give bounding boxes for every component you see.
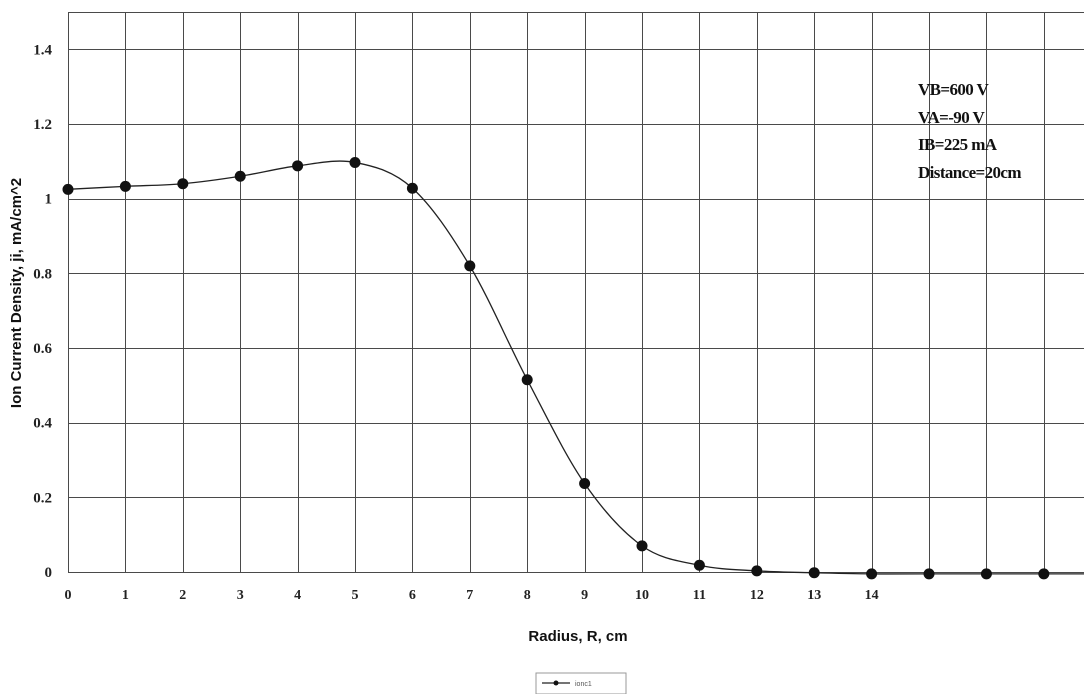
- legend: ionc1: [535, 672, 627, 694]
- legend-box: [535, 672, 627, 694]
- annotation-ib: IB=225 mA: [918, 135, 998, 154]
- x-tick-labels: 0 1 2 3 4 5 6 7 8 9 10 11 12 13 14: [65, 588, 879, 603]
- data-point: [636, 540, 648, 552]
- data-point: [406, 182, 418, 194]
- data-point: [62, 183, 74, 195]
- y-tick-label: 0.6: [33, 341, 52, 357]
- data-point: [751, 565, 763, 577]
- data-point: [980, 568, 992, 580]
- data-point: [464, 260, 476, 272]
- y-tick-label: 1.4: [33, 42, 52, 58]
- y-tick-label: 0.4: [33, 416, 52, 432]
- x-tick-label: 9: [581, 588, 588, 603]
- y-axis-label: Ion Current Density, ji, mA/cm^2: [8, 178, 25, 408]
- x-tick-label: 4: [294, 588, 301, 603]
- x-tick-label: 11: [693, 588, 706, 603]
- x-tick-label: 2: [179, 588, 186, 603]
- data-point: [521, 374, 533, 386]
- series-ionc1: [62, 156, 1084, 580]
- y-tick-label: 0: [45, 565, 53, 581]
- x-tick-label: 7: [466, 588, 473, 603]
- x-tick-label: 3: [237, 588, 244, 603]
- x-tick-label: 5: [352, 588, 359, 603]
- annotation-box: VB=600 V VA=-90 V IB=225 mA Distance=20c…: [918, 80, 1022, 182]
- x-tick-label: 10: [635, 588, 649, 603]
- x-tick-label: 12: [750, 588, 764, 603]
- grid: [68, 12, 1084, 573]
- x-tick-label: 8: [524, 588, 531, 603]
- data-point: [1038, 568, 1050, 580]
- y-tick-label: 1: [45, 192, 53, 208]
- data-point: [808, 567, 820, 579]
- data-point: [693, 559, 705, 571]
- legend-label: ionc1: [575, 681, 592, 688]
- x-tick-label: 1: [122, 588, 129, 603]
- data-point: [923, 568, 935, 580]
- annotation-distance: Distance=20cm: [918, 163, 1021, 182]
- x-tick-label: 0: [65, 588, 72, 603]
- y-tick-label: 0.2: [33, 490, 52, 506]
- data-point: [234, 170, 246, 182]
- data-point: [579, 478, 591, 490]
- y-tick-label: 0.8: [33, 266, 52, 282]
- data-point: [292, 160, 304, 172]
- x-axis-label: Radius, R, cm: [528, 628, 627, 645]
- data-point: [177, 178, 189, 190]
- x-tick-label: 13: [807, 588, 821, 603]
- y-tick-label: 1.2: [33, 117, 52, 133]
- annotation-vb: VB=600 V: [918, 80, 990, 99]
- series-line: [67, 160, 1084, 575]
- annotation-va: VA=-90 V: [918, 108, 985, 127]
- data-point: [119, 180, 131, 192]
- data-point: [349, 156, 361, 168]
- data-point: [866, 568, 878, 580]
- x-tick-label: 6: [409, 588, 416, 603]
- legend-marker-icon: [553, 680, 559, 686]
- y-tick-labels: 0 0.2 0.4 0.6 0.8 1 1.2 1.4: [33, 42, 52, 581]
- x-tick-label: 14: [865, 588, 879, 603]
